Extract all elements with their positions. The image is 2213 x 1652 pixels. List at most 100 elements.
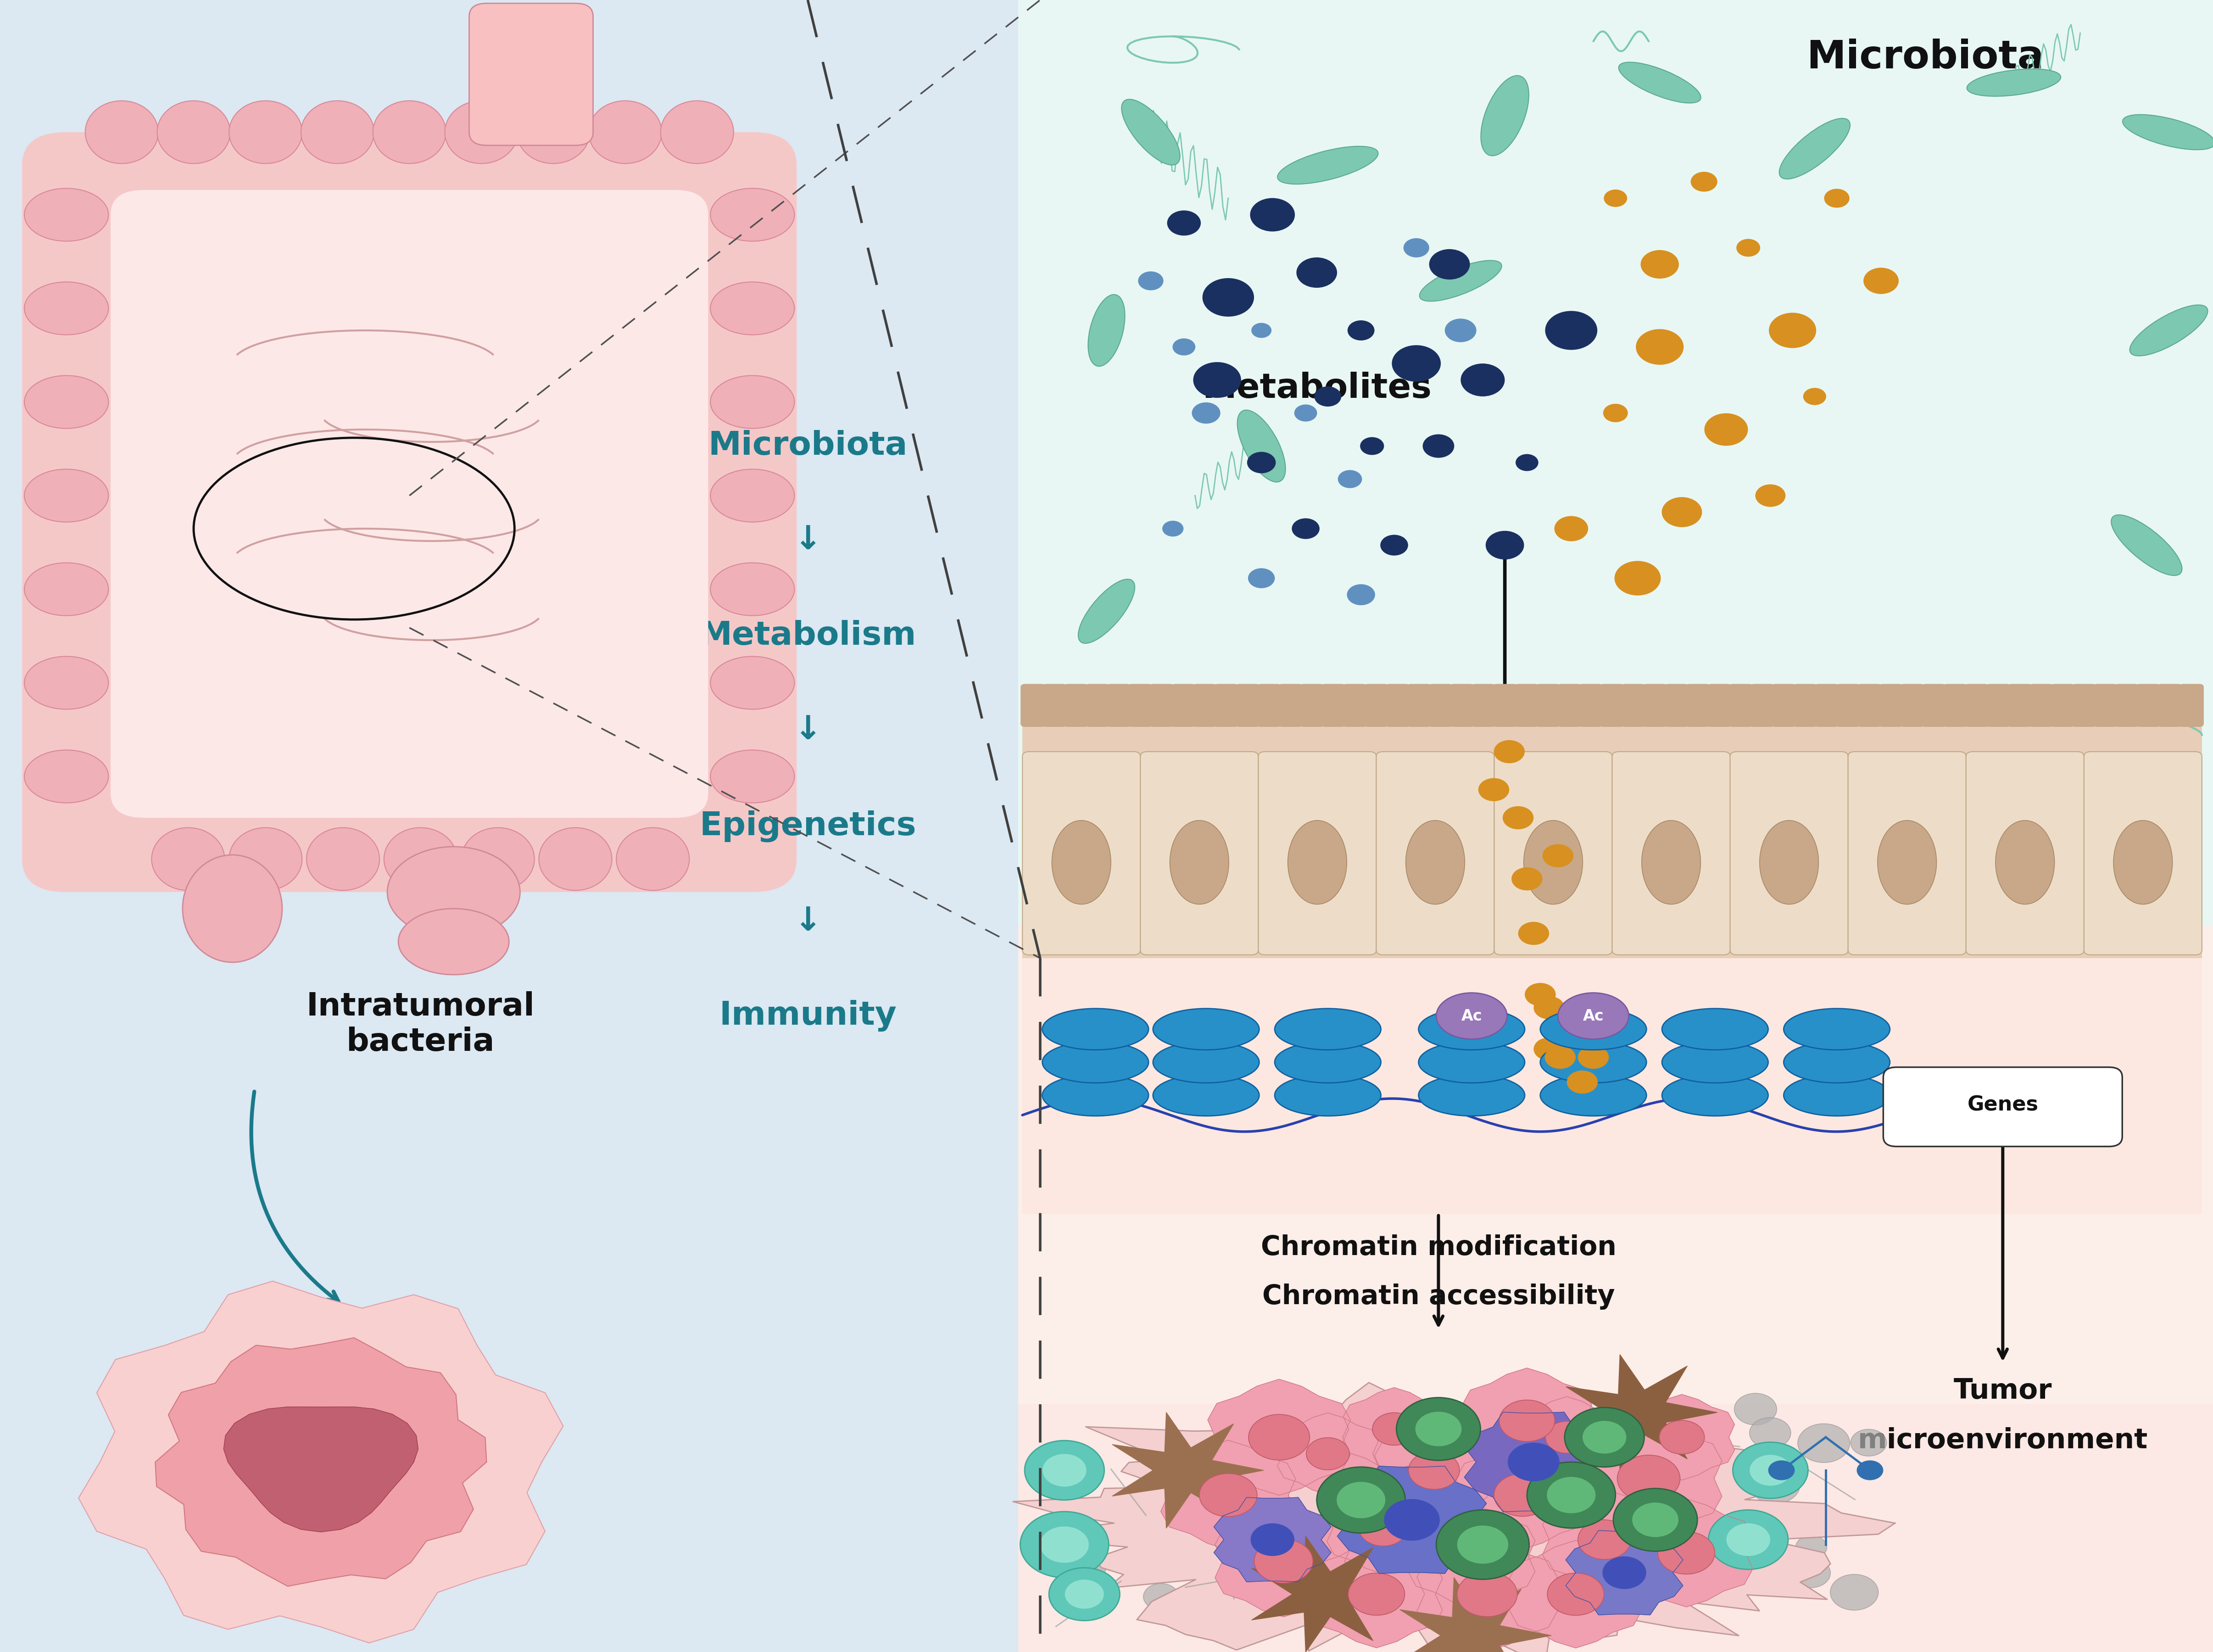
Ellipse shape: [1540, 1074, 1646, 1117]
Ellipse shape: [1042, 1042, 1149, 1084]
FancyBboxPatch shape: [2093, 684, 2118, 727]
FancyBboxPatch shape: [2158, 684, 2182, 727]
Circle shape: [1498, 1399, 1556, 1442]
Ellipse shape: [24, 188, 108, 241]
Polygon shape: [1576, 1419, 1722, 1538]
Ellipse shape: [1784, 1074, 1890, 1117]
FancyBboxPatch shape: [1921, 684, 1947, 727]
Ellipse shape: [181, 856, 283, 961]
Polygon shape: [1215, 1497, 1330, 1583]
Circle shape: [1565, 1408, 1644, 1467]
FancyBboxPatch shape: [1427, 684, 1454, 727]
Circle shape: [1556, 1021, 1587, 1044]
Circle shape: [1372, 1412, 1416, 1446]
Ellipse shape: [1275, 1042, 1381, 1084]
Ellipse shape: [516, 101, 589, 164]
Text: Ac: Ac: [1582, 1008, 1604, 1024]
FancyBboxPatch shape: [2178, 684, 2204, 727]
Ellipse shape: [710, 282, 794, 335]
Circle shape: [1348, 1573, 1405, 1616]
Circle shape: [1383, 1498, 1441, 1541]
Circle shape: [1445, 319, 1476, 342]
Circle shape: [1494, 1474, 1551, 1517]
Circle shape: [1337, 1482, 1385, 1518]
Circle shape: [1244, 1414, 1279, 1441]
Ellipse shape: [1171, 821, 1228, 904]
Polygon shape: [1620, 1498, 1753, 1607]
Circle shape: [1691, 172, 1717, 192]
Ellipse shape: [1405, 821, 1465, 904]
Circle shape: [1518, 922, 1549, 945]
Ellipse shape: [1419, 1042, 1525, 1084]
Polygon shape: [1509, 1540, 1642, 1649]
Circle shape: [1456, 1571, 1518, 1617]
Circle shape: [1602, 403, 1629, 423]
Text: Immunity: Immunity: [719, 999, 896, 1032]
Circle shape: [1534, 996, 1565, 1019]
Circle shape: [1250, 322, 1272, 339]
Circle shape: [1658, 1531, 1715, 1574]
Circle shape: [1292, 519, 1319, 539]
FancyBboxPatch shape: [1514, 684, 1538, 727]
Polygon shape: [80, 1282, 562, 1642]
FancyBboxPatch shape: [1149, 684, 1175, 727]
Circle shape: [1662, 497, 1702, 527]
Text: Cancer: Cancer: [254, 1578, 387, 1611]
FancyBboxPatch shape: [1376, 752, 1494, 955]
FancyBboxPatch shape: [1965, 752, 2085, 955]
Ellipse shape: [1436, 993, 1507, 1039]
FancyBboxPatch shape: [2113, 684, 2140, 727]
Circle shape: [1824, 188, 1850, 208]
Ellipse shape: [1288, 821, 1348, 904]
FancyBboxPatch shape: [1815, 684, 1839, 727]
Circle shape: [1315, 387, 1341, 406]
Bar: [1018, 0, 2213, 958]
FancyBboxPatch shape: [2071, 684, 2096, 727]
FancyBboxPatch shape: [1472, 684, 1496, 727]
Text: microenvironment: microenvironment: [1857, 1427, 2149, 1454]
FancyBboxPatch shape: [469, 3, 593, 145]
Text: Intratumoral
bacteria: Intratumoral bacteria: [305, 991, 536, 1057]
Ellipse shape: [1967, 69, 2060, 96]
Circle shape: [1478, 778, 1509, 801]
Text: Ac: Ac: [1461, 1008, 1483, 1024]
Text: ↓: ↓: [794, 714, 821, 747]
Circle shape: [1704, 413, 1748, 446]
Ellipse shape: [1419, 1074, 1525, 1117]
FancyBboxPatch shape: [1611, 752, 1731, 955]
Circle shape: [1713, 1530, 1746, 1555]
Ellipse shape: [2129, 306, 2209, 355]
FancyBboxPatch shape: [2049, 684, 2076, 727]
FancyBboxPatch shape: [1321, 684, 1346, 727]
Circle shape: [1317, 1467, 1405, 1533]
Bar: [0, 0, 1018, 1652]
Circle shape: [1153, 1528, 1180, 1548]
Ellipse shape: [24, 750, 108, 803]
Ellipse shape: [710, 750, 794, 803]
Circle shape: [1857, 1460, 1883, 1480]
Polygon shape: [1113, 1412, 1264, 1528]
FancyBboxPatch shape: [1171, 684, 1195, 727]
Circle shape: [1750, 1455, 1790, 1485]
Circle shape: [1863, 268, 1899, 294]
Ellipse shape: [1662, 1074, 1768, 1117]
Circle shape: [1503, 1388, 1527, 1408]
Ellipse shape: [24, 563, 108, 616]
Ellipse shape: [1540, 1042, 1646, 1084]
Ellipse shape: [1275, 1074, 1381, 1117]
Ellipse shape: [1480, 76, 1529, 155]
FancyBboxPatch shape: [1363, 684, 1390, 727]
Ellipse shape: [305, 828, 381, 890]
FancyBboxPatch shape: [1706, 684, 1733, 727]
Circle shape: [1049, 1568, 1120, 1621]
Circle shape: [1527, 1462, 1615, 1528]
Ellipse shape: [24, 656, 108, 709]
Circle shape: [1250, 198, 1295, 231]
Circle shape: [1064, 1579, 1104, 1609]
Polygon shape: [1465, 1412, 1602, 1512]
Circle shape: [1750, 1417, 1790, 1449]
Circle shape: [1545, 1421, 1589, 1454]
Polygon shape: [1277, 1412, 1379, 1495]
Ellipse shape: [24, 469, 108, 522]
Polygon shape: [1516, 1396, 1618, 1479]
